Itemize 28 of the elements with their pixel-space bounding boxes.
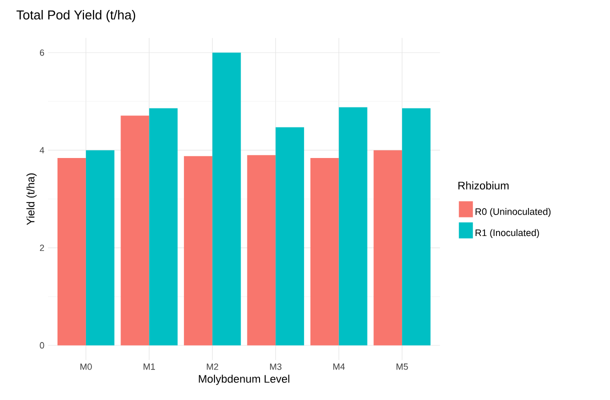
- y-tick-label: 6: [40, 49, 44, 56]
- x-tick-label: M2: [206, 364, 218, 370]
- x-tick-label: M5: [396, 364, 408, 370]
- bar: [276, 127, 304, 346]
- x-tick-label: M0: [80, 364, 92, 370]
- bar: [338, 107, 368, 346]
- y-tick-label: 0: [40, 342, 44, 349]
- legend-label: R0 (Uninoculated): [476, 208, 551, 217]
- bar: [212, 52, 241, 346]
- y-axis-title: Yield (t/ha): [26, 173, 37, 226]
- y-tick-label: 4: [40, 147, 44, 154]
- legend-title: Rhizobium: [458, 181, 509, 190]
- x-tick-label: M1: [144, 364, 155, 370]
- bar: [310, 158, 339, 346]
- bar: [57, 158, 86, 346]
- bar: [86, 150, 114, 346]
- x-tick-label: M3: [270, 364, 282, 370]
- bar: [402, 108, 431, 346]
- bar: [247, 155, 276, 346]
- y-tick-label: 2: [40, 244, 44, 251]
- bar: [374, 150, 402, 346]
- bar: [120, 116, 150, 346]
- bar: [184, 156, 212, 346]
- bar: [149, 108, 178, 346]
- x-axis-title: Molybdenum Level: [198, 374, 290, 385]
- legend-label: R1 (Inoculated): [476, 229, 539, 238]
- chart-title: Total Pod Yield (t/ha): [16, 10, 136, 22]
- x-tick-label: M4: [333, 364, 345, 370]
